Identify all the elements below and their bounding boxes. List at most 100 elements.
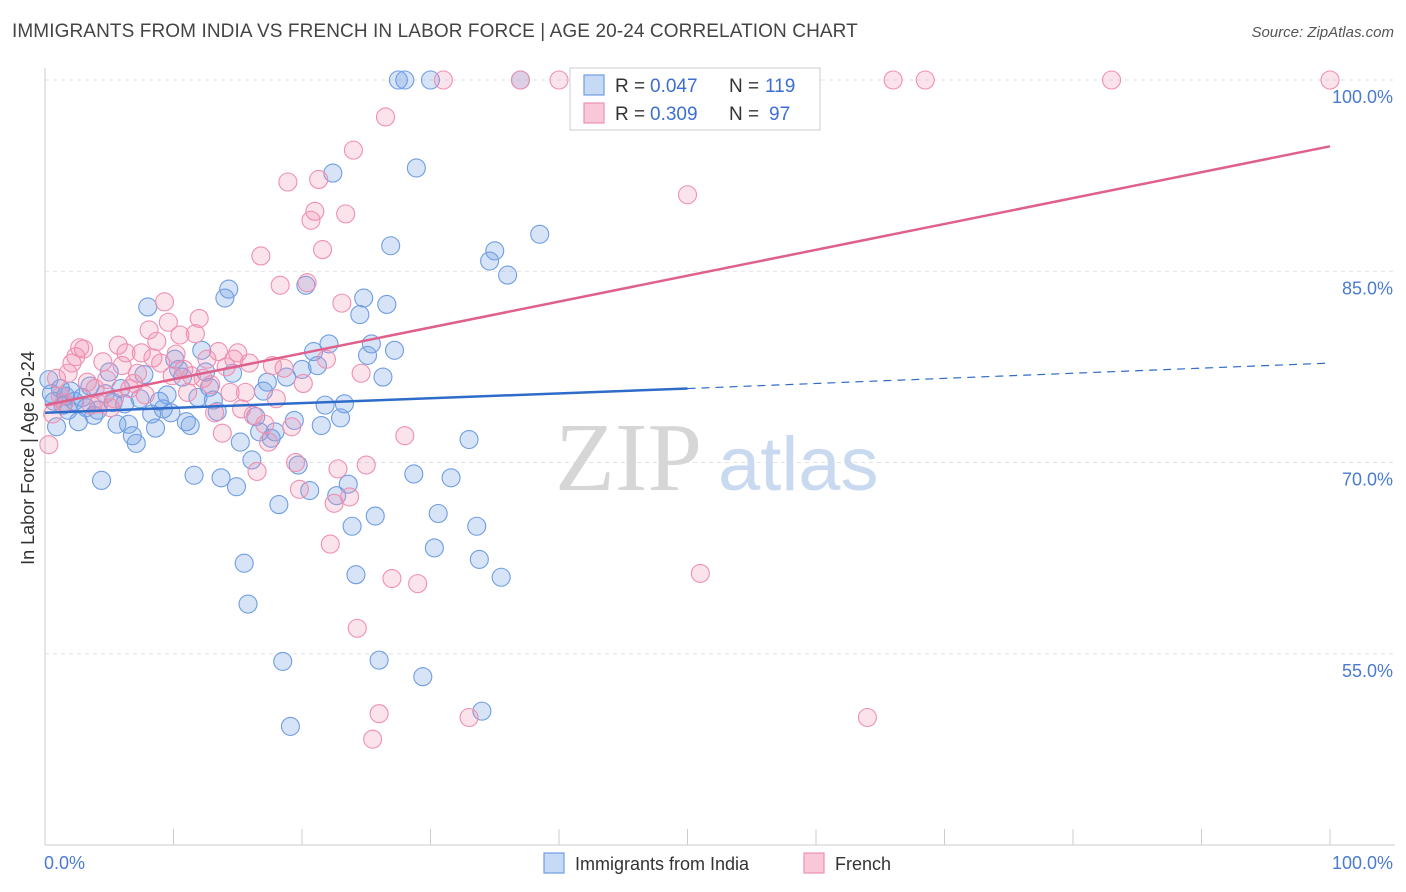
french-point [1320,70,1340,90]
french-point [270,275,290,295]
watermark: ZIP atlas [555,404,879,512]
french-point [320,534,340,554]
french-point [336,204,356,224]
india-point [323,163,343,183]
legend-n-label-french: N = [729,104,759,125]
french-point [356,455,376,475]
india-point [346,565,366,585]
french-point [43,404,63,424]
french-point [328,459,348,479]
french-point [857,707,877,728]
bottom-legend-french: French [835,854,891,874]
india-point [126,433,146,453]
india-point [350,305,370,325]
french-point [351,363,371,383]
french-point [347,618,367,638]
india-point [377,294,397,314]
india-point [311,415,331,436]
legend-r-french: 0.309 [650,104,698,125]
trend-lines [44,145,1331,415]
india-point [211,468,231,488]
series-legend: Immigrants from India French [543,852,891,874]
french-point [131,343,151,363]
french-point [77,372,97,392]
chart-title: IMMIGRANTS FROM INDIA VS FRENCH IN LABOR… [12,21,858,42]
french-point [127,363,148,383]
india-point [219,279,239,299]
india-trend-line [44,387,688,415]
india-point [226,477,247,497]
french-point [286,452,306,473]
french-point [104,389,124,409]
french-point [97,370,117,390]
india-point [395,70,415,90]
french-point [313,240,333,260]
legend-r-label-india: R = [615,76,645,97]
bottom-legend-swatch-india [543,852,565,874]
french-point [251,246,271,266]
y-tick-labels: 55.0% 70.0% 85.0% 100.0% [1332,87,1393,681]
french-point [166,344,186,364]
french-points [39,70,1340,749]
india-point [273,651,293,671]
india-trend-extension [687,362,1331,390]
y-tick-label-2: 85.0% [1342,278,1393,298]
india-point [238,594,258,614]
y-tick-label-0: 55.0% [1342,661,1393,681]
legend-swatch-french [583,102,605,124]
watermark-zip: ZIP [555,404,702,512]
french-point [274,358,294,378]
french-point [510,70,531,90]
india-point [138,297,158,317]
french-point [208,342,229,362]
india-point [373,367,393,387]
india-point [118,414,139,434]
french-point [178,382,198,402]
india-point [91,470,112,490]
india-point [365,506,385,526]
french-point [116,343,136,363]
french-point [677,185,698,205]
french-point [220,382,240,402]
india-point [485,241,505,261]
french-point [74,339,94,359]
french-point [185,324,205,344]
india-point [315,395,335,415]
stats-legend: R = 0.047 N = 119 R = 0.309 N = 97 [569,67,821,131]
india-point [180,415,200,436]
india-point [480,251,500,271]
french-point [205,403,225,423]
india-point [115,394,135,414]
india-point [176,412,196,432]
french-point [235,382,256,402]
french-point [201,375,221,395]
legend-swatch-india [583,74,605,96]
legend-n-label-india: N = [729,76,759,97]
french-point [408,574,428,594]
india-point [369,650,389,670]
legend-r-india: 0.047 [650,76,698,97]
x-tick-label-1: 100.0% [1332,853,1393,873]
french-point [93,352,113,372]
french-point [339,487,360,507]
india-point [467,516,487,536]
french-point [369,704,389,724]
india-point [107,414,127,434]
legend-n-india: 119 [765,76,795,97]
chart-source: Source: ZipAtlas.com [1251,24,1394,41]
french-point [135,385,155,405]
india-point [357,345,378,365]
french-point [255,414,275,434]
india-point [47,417,67,437]
french-point [189,308,209,328]
french-point [278,172,298,192]
axes [44,68,1395,846]
india-point [145,418,166,438]
india-point [381,236,401,256]
india-point [230,432,250,452]
india-point [334,394,354,414]
y-axis-label: In Labor Force | Age 20-24 [18,351,38,565]
india-point [530,224,550,244]
india-point [388,70,408,90]
india-point [428,503,448,524]
